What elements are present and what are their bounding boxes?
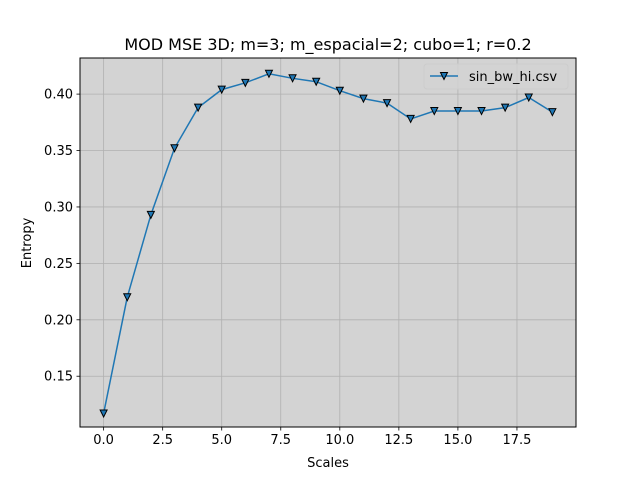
x-tick-label: 12.5 [384,433,413,448]
data-point-marker [122,293,132,302]
data-point-marker [335,86,345,96]
data-point-marker [288,74,297,83]
data-point-marker [311,77,321,87]
x-tick-label: 0.0 [93,433,114,448]
data-point-marker [217,85,227,95]
data-point-marker [382,99,392,108]
data-point-marker [146,210,156,220]
series-layer [99,69,557,419]
y-axis-label: Entropy [20,217,35,268]
legend: sin_bw_hi.csv [423,63,569,90]
x-axis-ticks: 0.0 2.5 5.0 7.5 10.0 12.5 15.0 17.5 [93,427,531,448]
data-point-marker [193,103,203,113]
data-point-marker [524,93,534,103]
legend-marker-icon [439,72,449,81]
data-point-marker [453,107,463,116]
plot-area [80,58,576,427]
data-point-marker [170,144,179,153]
x-tick-label: 7.5 [270,433,291,448]
x-tick-label: 5.0 [211,433,232,448]
data-point-marker [264,69,274,79]
y-tick-label: 0.35 [44,144,73,159]
series-line [102,73,553,414]
y-tick-label: 0.20 [44,313,73,328]
data-point-marker [500,103,510,113]
data-point-marker [429,107,439,116]
x-tick-label: 17.5 [502,433,531,448]
x-tick-label: 15.0 [443,433,472,448]
y-tick-label: 0.25 [44,257,73,272]
legend-label: sin_bw_hi.csv [469,70,557,85]
plot-frame [79,57,577,428]
data-point-marker [406,114,415,124]
y-tick-label: 0.40 [44,88,73,103]
data-point-marker [548,108,557,117]
grid-lines [80,58,576,427]
legend-box [423,63,569,90]
x-tick-label: 10.0 [325,433,354,448]
chart-title: MOD MSE 3D; m=3; m_espacial=2; cubo=1; r… [124,35,531,55]
data-point-marker [477,107,486,116]
data-point-marker [99,409,108,419]
x-axis-label: Scales [307,456,349,471]
data-point-marker [359,94,368,104]
y-tick-label: 0.30 [44,200,73,215]
data-point-marker [241,78,250,88]
x-tick-label: 2.5 [152,433,173,448]
y-tick-label: 0.15 [44,370,73,385]
y-axis-ticks: 0.15 0.20 0.25 0.30 0.35 0.40 [44,88,80,385]
